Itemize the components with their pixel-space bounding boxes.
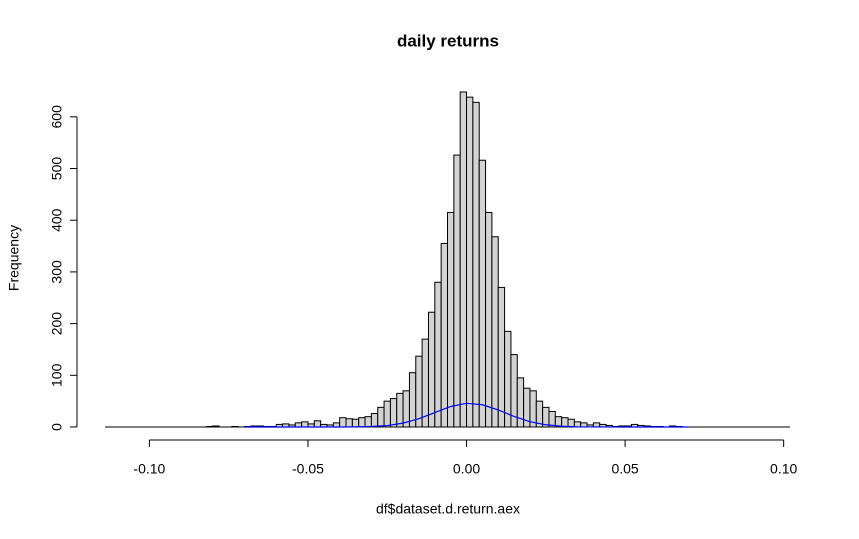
bar (351, 418, 360, 428)
bar (301, 421, 309, 428)
bar (447, 211, 455, 428)
bar (466, 96, 474, 428)
bar (383, 400, 391, 428)
x-tick-label: 0.10 (770, 461, 797, 477)
bar (332, 422, 341, 428)
y-tick-label: 500 (49, 157, 65, 181)
density-curve (244, 402, 689, 428)
bar (427, 311, 436, 428)
y-tick-label: 400 (49, 208, 65, 232)
bar (370, 413, 379, 428)
bar (377, 406, 385, 428)
bar (491, 236, 499, 428)
bar (497, 286, 506, 428)
y-axis-label: Frequency (6, 225, 22, 291)
bar (408, 372, 417, 428)
bar (453, 154, 461, 428)
bar (389, 398, 398, 428)
bar (345, 418, 353, 428)
bar (434, 281, 442, 428)
y-tick-label: 200 (49, 312, 65, 336)
x-tick-label: -0.10 (133, 461, 165, 477)
bar (478, 159, 487, 428)
y-tick-label: 0 (49, 423, 65, 431)
bar (485, 211, 493, 428)
bar (313, 420, 322, 428)
bar (294, 422, 303, 428)
bar (231, 425, 239, 428)
y-tick-label: 300 (49, 260, 65, 284)
x-tick-label: 0.00 (453, 461, 480, 477)
bar (567, 418, 575, 428)
bar (440, 242, 449, 428)
bar (415, 355, 423, 428)
bar (358, 417, 366, 428)
bar (421, 338, 429, 428)
x-tick-label: 0.05 (611, 461, 638, 477)
bar (339, 417, 347, 428)
bar (212, 425, 220, 428)
y-tick-label: 100 (49, 363, 65, 387)
x-tick-label: -0.05 (292, 461, 324, 477)
bar (561, 417, 569, 428)
bar (205, 425, 214, 428)
bar (459, 91, 468, 428)
bar (472, 101, 480, 428)
bar (396, 392, 404, 428)
x-axis-label: df$dataset.d.return.aex (376, 501, 520, 517)
bar (364, 416, 372, 428)
y-tick-label: 600 (49, 105, 65, 129)
chart-title: daily returns (397, 31, 499, 50)
